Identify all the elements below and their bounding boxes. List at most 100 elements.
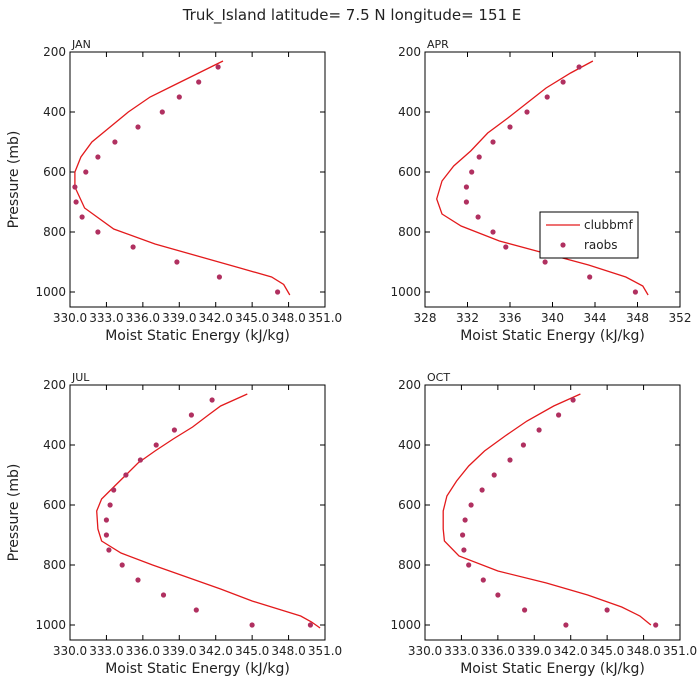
data-point-raobs	[475, 214, 481, 220]
data-point-raobs	[249, 622, 255, 628]
x-tick-label: 333.0	[444, 644, 478, 658]
y-tick-label: 1000	[390, 618, 421, 632]
legend: clubbmf raobs	[539, 211, 639, 259]
data-point-raobs	[653, 622, 659, 628]
data-point-raobs	[171, 427, 177, 433]
series-clubbmf	[436, 60, 649, 296]
legend-swatch-marker	[560, 242, 566, 248]
x-tick-label: 339.0	[162, 311, 196, 325]
x-tick-label: 348.0	[626, 644, 660, 658]
data-point-raobs	[570, 397, 576, 403]
data-point-raobs	[490, 229, 496, 235]
data-point-raobs	[135, 577, 141, 583]
data-point-raobs	[83, 169, 89, 175]
data-point-raobs	[461, 547, 467, 553]
x-tick-label: 333.0	[89, 644, 123, 658]
panel-label: JUL	[71, 371, 90, 384]
series-clubbmf	[442, 393, 652, 626]
x-tick-label: 351.0	[308, 311, 342, 325]
x-tick-label: 345.0	[235, 311, 269, 325]
x-tick-label: 351.0	[308, 644, 342, 658]
x-tick-label: 330.0	[53, 311, 87, 325]
x-tick-label: 339.0	[162, 644, 196, 658]
x-tick-label: 336.0	[481, 644, 515, 658]
panel-label: OCT	[427, 371, 450, 384]
series-raobs	[463, 64, 639, 295]
data-point-raobs	[490, 139, 496, 145]
data-point-raobs	[215, 64, 221, 70]
data-point-raobs	[159, 109, 165, 115]
y-axis-label: Pressure (mb)	[6, 464, 22, 562]
data-point-raobs	[522, 607, 528, 613]
data-point-raobs	[106, 547, 112, 553]
data-point-raobs	[95, 229, 101, 235]
x-tick-label: 344	[584, 311, 607, 325]
data-point-raobs	[193, 607, 199, 613]
y-tick-label: 1000	[35, 285, 66, 299]
data-point-raobs	[188, 412, 194, 418]
data-point-raobs	[495, 592, 501, 598]
data-point-raobs	[463, 199, 469, 205]
series-line-clubbmf	[74, 60, 291, 296]
x-tick-label: 336.0	[126, 311, 160, 325]
x-tick-label: 345.0	[235, 644, 269, 658]
series-raobs	[72, 64, 281, 295]
data-point-raobs	[604, 607, 610, 613]
data-point-raobs	[107, 502, 113, 508]
data-point-raobs	[544, 94, 550, 100]
x-axis-label: Moist Static Energy (kJ/kg)	[460, 328, 645, 344]
data-point-raobs	[103, 532, 109, 538]
data-point-raobs	[137, 457, 143, 463]
data-point-raobs	[153, 442, 159, 448]
panel-label: APR	[427, 38, 449, 51]
x-tick-label: 330.0	[53, 644, 87, 658]
data-point-raobs	[536, 427, 542, 433]
data-point-raobs	[587, 274, 593, 280]
x-tick-label: 332	[456, 311, 479, 325]
plot-frame	[69, 51, 326, 308]
data-point-raobs	[174, 259, 180, 265]
figure-title: Truk_Island latitude= 7.5 N longitude= 1…	[182, 6, 522, 25]
x-axis-label: Moist Static Energy (kJ/kg)	[105, 661, 290, 677]
data-point-raobs	[176, 94, 182, 100]
x-tick-label: 340	[541, 311, 564, 325]
data-point-raobs	[123, 472, 129, 478]
chart-panel-oct: OCT 330.0 333.0 336.0 339.0 342.0 345.0 348.0 35…	[390, 371, 697, 677]
data-point-raobs	[73, 199, 79, 205]
data-point-raobs	[480, 577, 486, 583]
x-tick-label: 336	[499, 311, 522, 325]
data-point-raobs	[130, 244, 136, 250]
data-point-raobs	[476, 154, 482, 160]
y-tick-label: 200	[43, 378, 66, 392]
y-tick-label: 1000	[390, 285, 421, 299]
data-point-raobs	[632, 289, 639, 295]
data-point-raobs	[507, 457, 513, 463]
plot-frame	[424, 51, 681, 308]
data-point-raobs	[112, 139, 118, 145]
data-point-raobs	[556, 412, 562, 418]
data-point-raobs	[542, 259, 548, 265]
y-tick-label: 200	[398, 45, 421, 59]
data-point-raobs	[563, 622, 569, 628]
y-tick-label: 400	[398, 105, 421, 119]
data-point-raobs	[275, 289, 281, 295]
series-clubbmf	[96, 393, 321, 629]
panel-label: JAN	[71, 38, 91, 51]
y-tick-label: 800	[43, 558, 66, 572]
y-tick-label: 200	[398, 378, 421, 392]
y-tick-label: 600	[43, 498, 66, 512]
y-tick-label: 600	[398, 498, 421, 512]
series-line-clubbmf	[96, 393, 321, 629]
data-point-raobs	[160, 592, 167, 598]
x-tick-label: 351.0	[663, 644, 697, 658]
x-tick-label: 342.0	[554, 644, 588, 658]
data-point-raobs	[468, 502, 474, 508]
x-axis-label: Moist Static Energy (kJ/kg)	[105, 328, 290, 344]
legend-label: raobs	[584, 238, 618, 252]
data-point-raobs	[135, 124, 141, 130]
legend-label: clubbmf	[584, 218, 633, 232]
data-point-raobs	[466, 562, 472, 568]
y-tick-label: 400	[43, 438, 66, 452]
x-tick-label: 330.0	[408, 644, 442, 658]
